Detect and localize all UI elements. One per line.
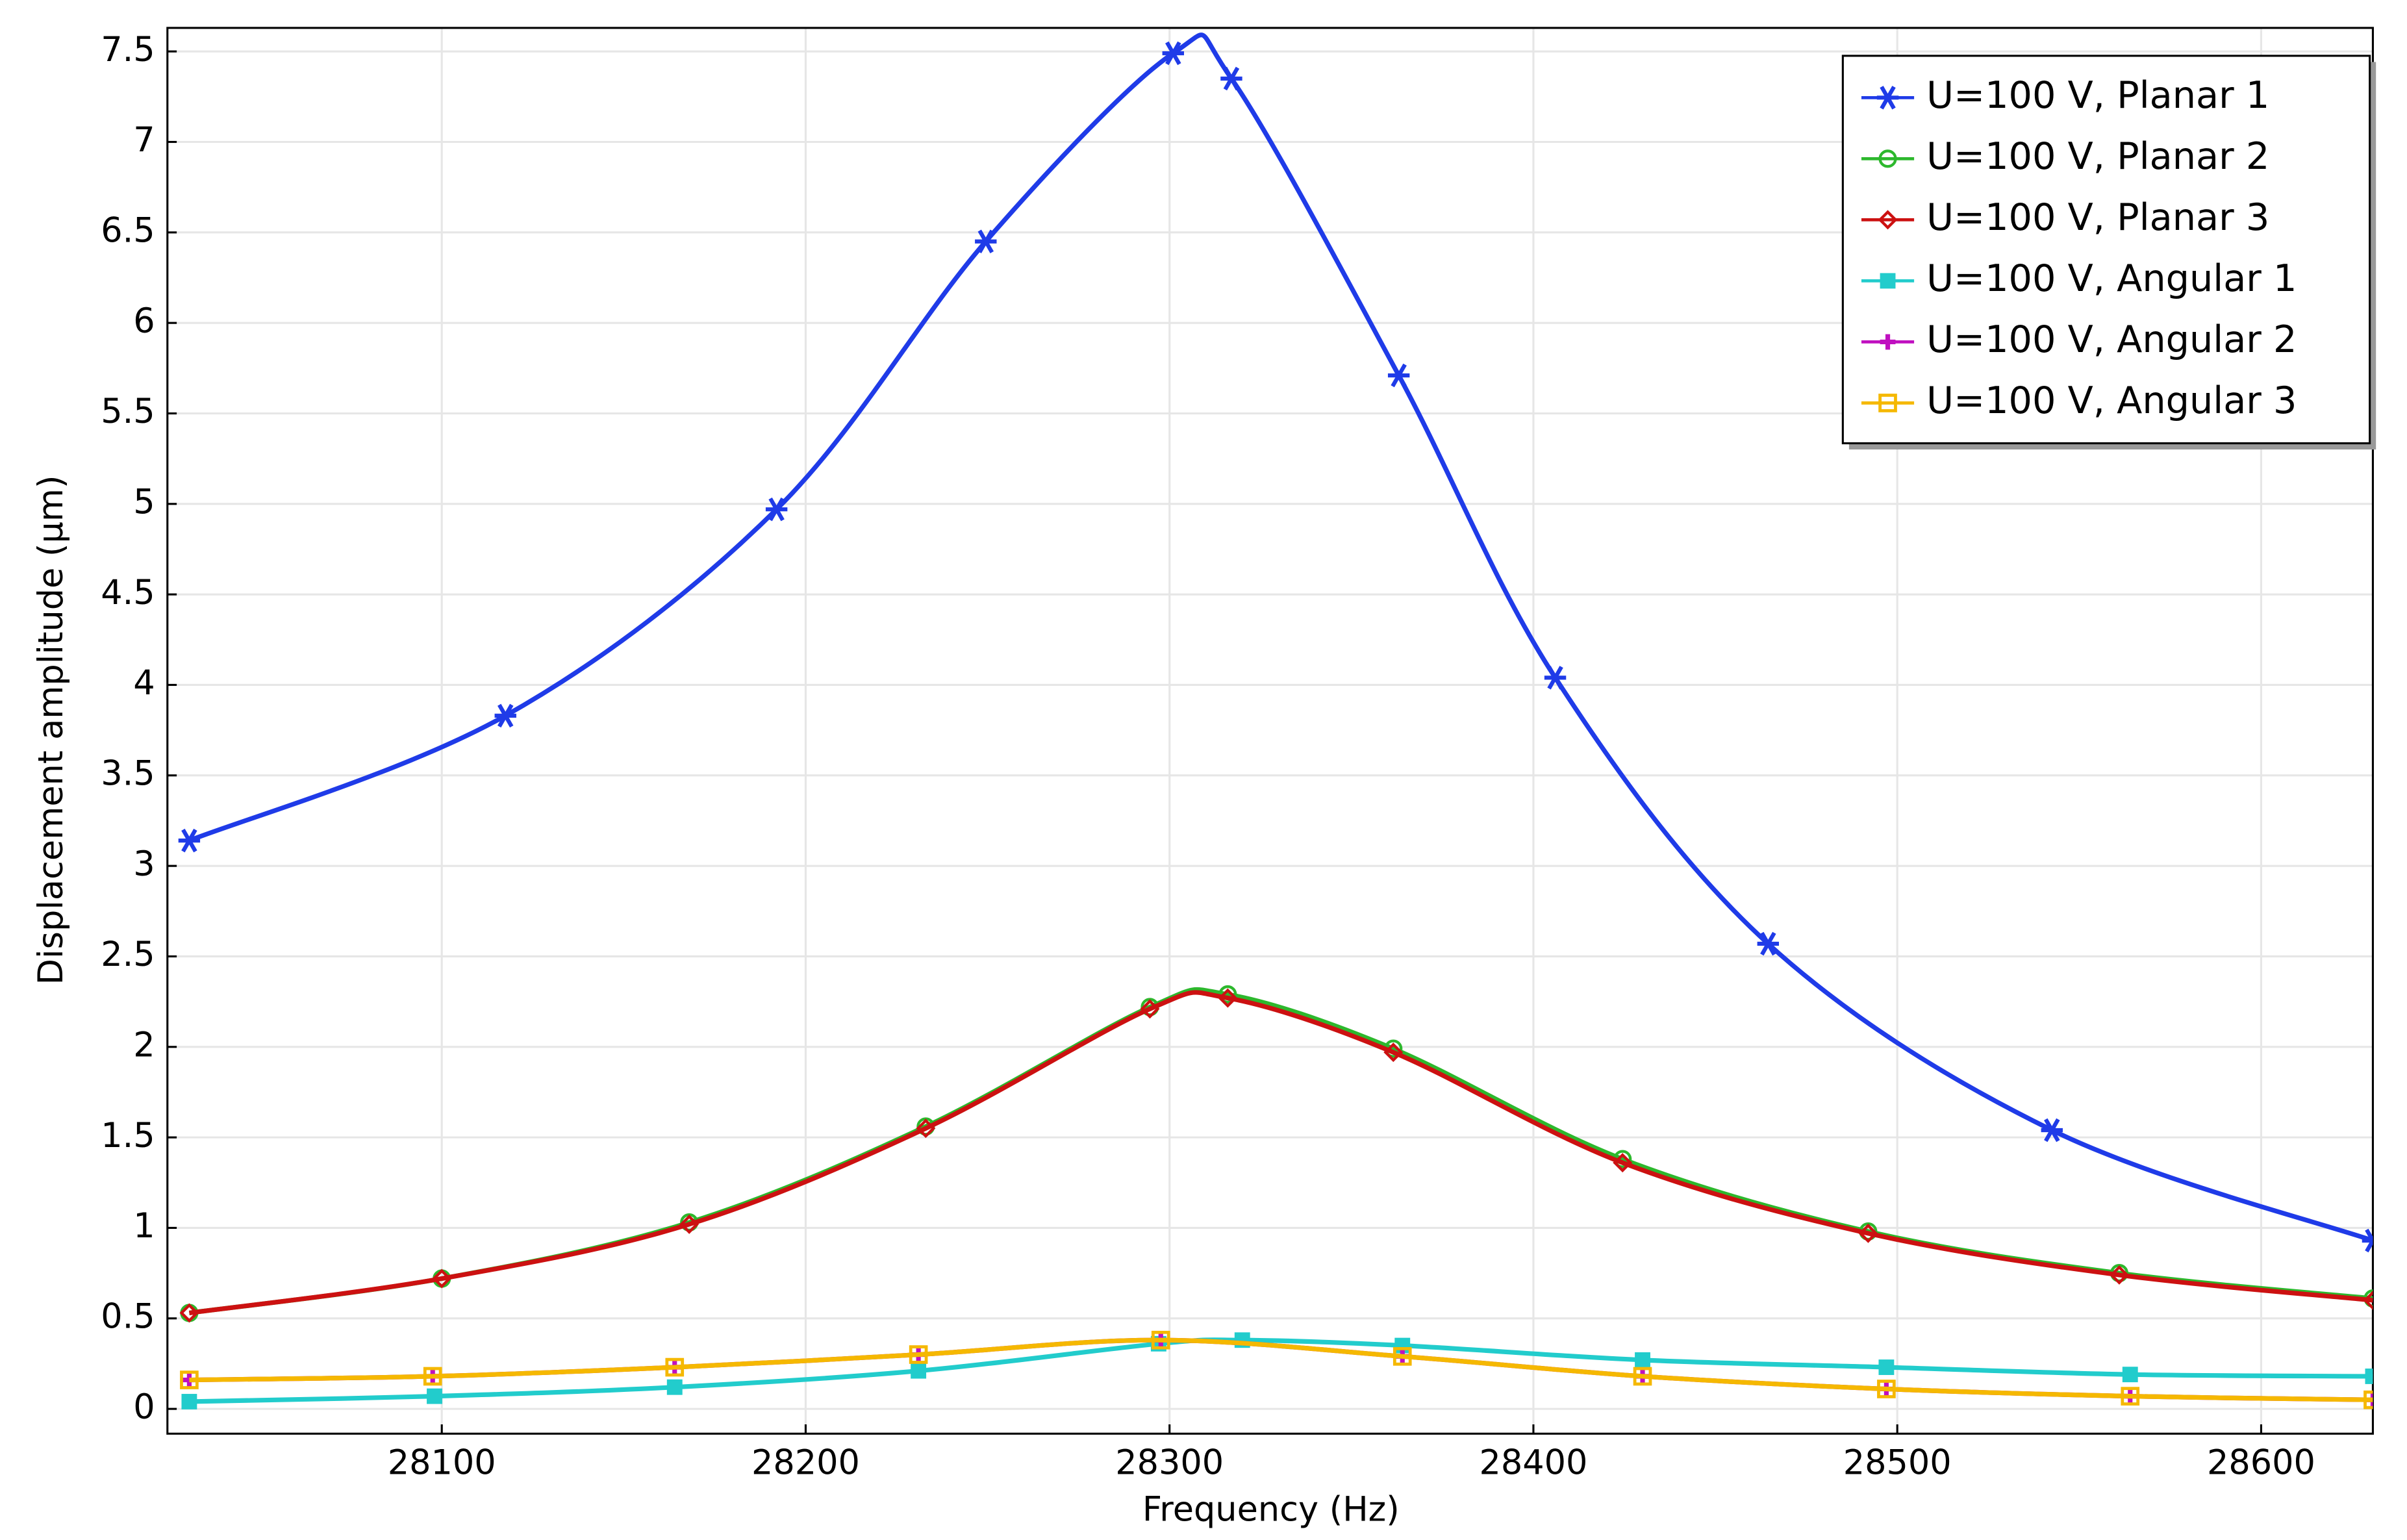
data-point: [1613, 1153, 1633, 1173]
data-point: [1162, 41, 1185, 66]
data-point: [975, 229, 997, 254]
legend-label: U=100 V, Planar 2: [1926, 134, 2269, 178]
data-point: [1858, 1223, 1878, 1243]
legend-label: U=100 V, Planar 1: [1926, 73, 2269, 117]
data-point: [916, 1118, 936, 1139]
data-point: [432, 1269, 452, 1289]
data-point: [666, 1379, 683, 1395]
legend-marker: [1880, 273, 1896, 289]
data-point: [2121, 1387, 2140, 1406]
y-tick-label: 3.5: [101, 753, 155, 793]
data-point: [1633, 1367, 1652, 1386]
data-point: [1218, 988, 1238, 1008]
data-point: [1757, 931, 1780, 956]
x-axis-label: Frequency (Hz): [1142, 1489, 1400, 1529]
data-point: [679, 1214, 699, 1234]
y-tick-label: 2: [133, 1025, 155, 1065]
y-tick-label: 0.5: [101, 1296, 155, 1336]
data-point: [2363, 1290, 2373, 1310]
legend-marker: [1878, 149, 1897, 168]
legend-marker: [1876, 86, 1899, 110]
data-point: [427, 1388, 442, 1404]
data-point: [2363, 1390, 2373, 1409]
data-point: [1140, 999, 1160, 1019]
legend-label: U=100 V, Angular 1: [1926, 257, 2297, 300]
data-point: [1387, 363, 1410, 388]
y-tick-label: 7: [133, 120, 155, 160]
y-tick-label: 2.5: [101, 935, 155, 974]
data-point: [2362, 1228, 2373, 1253]
data-point: [665, 1357, 685, 1377]
data-point: [1383, 1042, 1404, 1063]
legend-label: U=100 V, Planar 3: [1926, 196, 2269, 239]
data-point: [2122, 1367, 2138, 1383]
legend: U=100 V, Planar 1 U=100 V, Planar 2 U=100 …: [1841, 55, 2376, 450]
data-point: [180, 1370, 199, 1389]
y-tick-label: 1.5: [101, 1116, 155, 1155]
data-point: [2041, 1118, 2063, 1142]
data-point: [1878, 1359, 1895, 1375]
data-point: [423, 1367, 442, 1386]
data-point: [909, 1345, 928, 1364]
x-tick-label: 28400: [1479, 1443, 1587, 1483]
data-point: [765, 497, 788, 522]
legend-marker: [1880, 334, 1896, 350]
y-tick-label: 5: [133, 482, 155, 522]
x-tick-label: 28300: [1115, 1443, 1224, 1483]
data-point: [1151, 1330, 1170, 1350]
plot-frame: [166, 27, 2374, 1435]
plot-layer: [178, 32, 2373, 1409]
data-point: [1393, 1346, 1412, 1366]
y-tick-label: 0: [133, 1387, 155, 1427]
y-tick-label: 7.5: [101, 30, 155, 69]
data-point: [1220, 66, 1242, 91]
data-point: [2365, 1369, 2373, 1384]
y-axis-label: Displacement amplitude (µm): [31, 475, 71, 985]
y-tick-label: 3: [133, 844, 155, 884]
y-tick-label: 6.5: [101, 210, 155, 250]
series-line: [189, 1337, 2373, 1402]
series-line: [188, 32, 2373, 1243]
legend-marker: [1878, 210, 1898, 230]
legend-label: U=100 V, Angular 3: [1926, 379, 2297, 422]
data-point: [911, 1363, 927, 1379]
y-tick-label: 4.5: [101, 573, 155, 612]
x-tick-label: 28500: [1843, 1443, 1952, 1483]
data-point: [179, 1303, 199, 1323]
data-point: [1877, 1380, 1896, 1398]
y-tick-label: 4: [133, 663, 155, 703]
data-point: [181, 1394, 197, 1409]
x-tick-label: 28600: [2207, 1443, 2315, 1483]
x-tick-label: 28100: [388, 1443, 496, 1483]
data-point: [178, 828, 201, 853]
x-tick-label: 28200: [751, 1443, 860, 1483]
y-tick-label: 5.5: [101, 392, 155, 431]
data-point: [1635, 1352, 1650, 1368]
y-tick-label: 1: [133, 1206, 155, 1246]
legend-box: [1841, 55, 2371, 445]
data-point: [1544, 666, 1567, 690]
y-tick-label: 6: [133, 301, 155, 341]
data-point: [2109, 1265, 2129, 1285]
legend-marker: [1878, 394, 1897, 412]
data-point: [494, 703, 516, 728]
legend-label: U=100 V, Angular 2: [1926, 318, 2297, 361]
